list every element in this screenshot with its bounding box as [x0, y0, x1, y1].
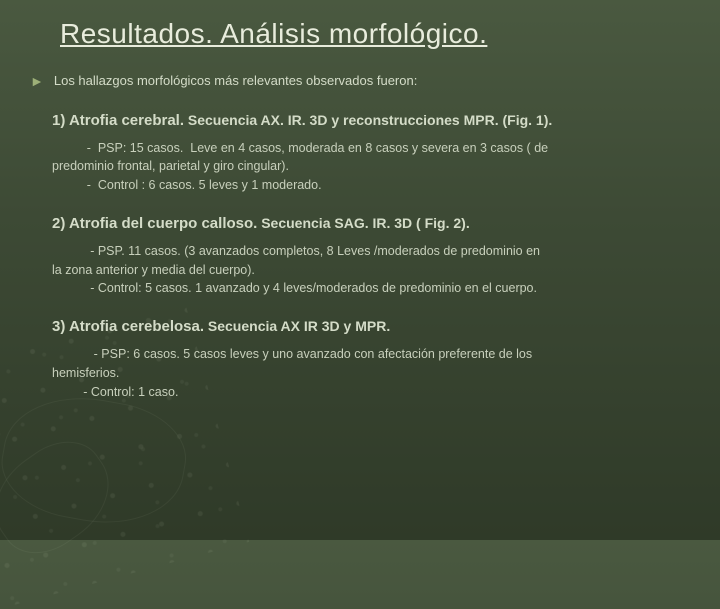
section-1-num: 1) Atrofia cerebral. — [52, 112, 184, 129]
section-1-d1a: - PSP: 15 casos. Leve en 4 casos, modera… — [52, 141, 548, 155]
section-1: 1) Atrofia cerebral. Secuencia AX. IR. 3… — [52, 112, 696, 195]
bullet-arrow-icon: ► — [30, 72, 44, 92]
slide-container: Resultados. Análisis morfológico. ► Los … — [0, 0, 720, 439]
section-2-num: 2) Atrofia del cuerpo calloso. — [52, 215, 257, 232]
section-3-d1b: hemisferios. — [52, 366, 119, 380]
section-1-sub: Secuencia AX. IR. 3D y reconstrucciones … — [184, 112, 552, 128]
section-3-details: - PSP: 6 casos. 5 casos leves y uno avan… — [52, 345, 696, 401]
intro-text: Los hallazgos morfológicos más relevante… — [54, 72, 417, 90]
section-1-d2: - Control : 6 casos. 5 leves y 1 moderad… — [52, 178, 322, 192]
section-2-heading: 2) Atrofia del cuerpo calloso. Secuencia… — [52, 215, 696, 232]
section-3-num: 3) Atrofia cerebelosa. — [52, 318, 204, 335]
slide-title: Resultados. Análisis morfológico. — [60, 18, 696, 50]
section-2-details: - PSP. 11 casos. (3 avanzados completos,… — [52, 242, 696, 298]
section-1-d1b: predominio frontal, parietal y giro cing… — [52, 159, 289, 173]
section-2-d2: - Control: 5 casos. 1 avanzado y 4 leves… — [52, 281, 537, 295]
section-2: 2) Atrofia del cuerpo calloso. Secuencia… — [52, 215, 696, 298]
section-3-heading: 3) Atrofia cerebelosa. Secuencia AX IR 3… — [52, 318, 696, 335]
section-3: 3) Atrofia cerebelosa. Secuencia AX IR 3… — [52, 318, 696, 401]
section-1-details: - PSP: 15 casos. Leve en 4 casos, modera… — [52, 139, 696, 195]
section-3-sub: Secuencia AX IR 3D y MPR. — [204, 318, 390, 334]
section-2-d1b: la zona anterior y media del cuerpo). — [52, 263, 255, 277]
intro-row: ► Los hallazgos morfológicos más relevan… — [30, 72, 696, 92]
section-3-d1a: - PSP: 6 casos. 5 casos leves y uno avan… — [52, 347, 532, 361]
section-2-sub: Secuencia SAG. IR. 3D ( Fig. 2). — [257, 215, 469, 231]
section-3-d2: - Control: 1 caso. — [52, 385, 178, 399]
section-2-d1a: - PSP. 11 casos. (3 avanzados completos,… — [52, 244, 540, 258]
section-1-heading: 1) Atrofia cerebral. Secuencia AX. IR. 3… — [52, 112, 696, 129]
